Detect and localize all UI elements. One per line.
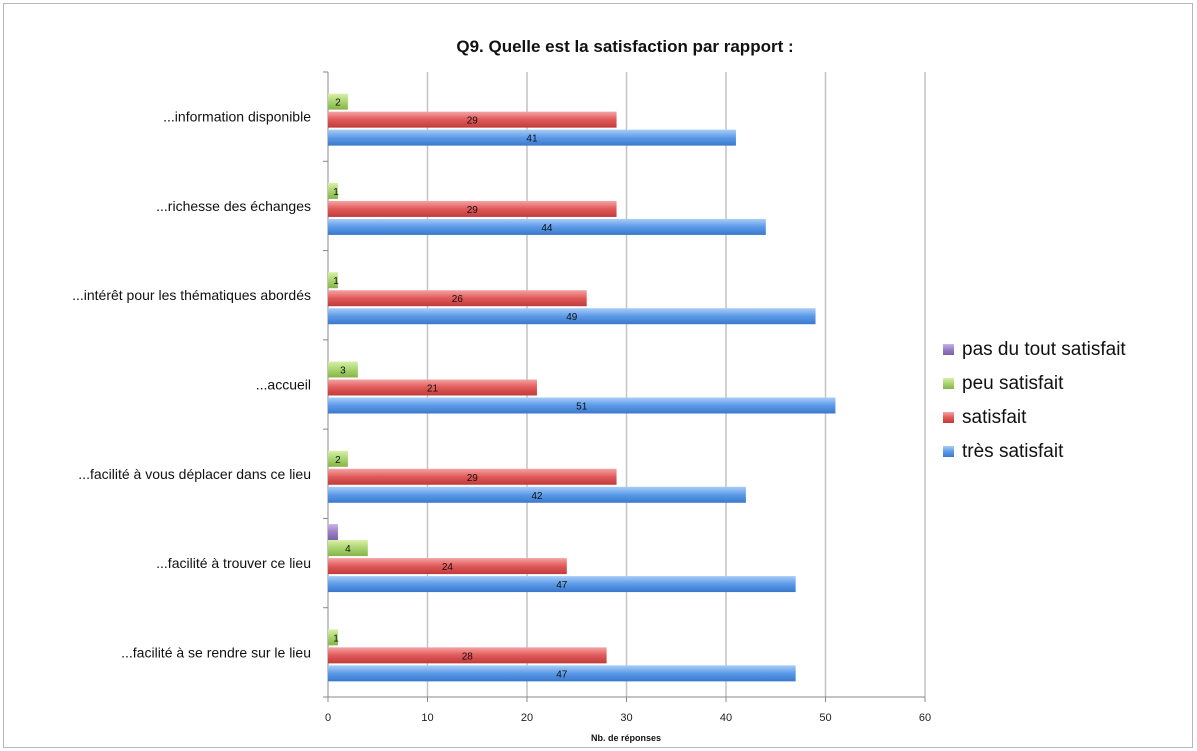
data-label: 47 xyxy=(556,580,568,591)
bar xyxy=(328,200,617,217)
category-label: ...accueil xyxy=(256,377,311,393)
x-axis-label: Nb. de réponses xyxy=(591,733,661,743)
legend-label: pas du tout satisfait xyxy=(962,339,1126,360)
data-label: 2 xyxy=(335,98,341,109)
legend: pas du tout satisfait peu satisfait satisf… xyxy=(943,339,1126,462)
data-label: 49 xyxy=(566,312,578,323)
data-label: 1 xyxy=(333,633,339,644)
data-label: 4 xyxy=(345,544,351,555)
data-label: 29 xyxy=(467,205,479,216)
legend-label: satisfait xyxy=(962,407,1027,428)
bar xyxy=(328,182,338,199)
x-tick-label: 40 xyxy=(720,712,732,724)
category-label: ...richesse des échanges xyxy=(156,198,311,214)
category-label: ...facilité à se rendre sur le lieu xyxy=(121,644,311,660)
bar xyxy=(328,218,766,235)
x-tick-label: 10 xyxy=(421,712,433,724)
bar xyxy=(328,647,607,664)
x-tick-label: 20 xyxy=(521,712,533,724)
legend-swatch xyxy=(943,412,954,423)
data-label: 29 xyxy=(467,473,479,484)
data-label: 26 xyxy=(452,294,464,305)
tick-labels: 0 10 20 30 40 50 60 xyxy=(325,712,931,724)
bar xyxy=(328,93,348,110)
legend-swatch xyxy=(943,344,954,355)
data-label: 41 xyxy=(526,134,538,145)
data-label: 1 xyxy=(333,276,339,287)
category-label: ...information disponible xyxy=(163,109,311,125)
bar xyxy=(328,486,746,503)
data-label: 44 xyxy=(541,223,553,234)
data-label: 2 xyxy=(335,455,341,466)
data-label: 28 xyxy=(462,651,474,662)
x-tick-label: 60 xyxy=(919,712,931,724)
x-tick-label: 0 xyxy=(325,712,331,724)
bar xyxy=(328,540,368,557)
data-label: 1 xyxy=(333,187,339,198)
bar xyxy=(328,397,836,414)
bar xyxy=(328,558,567,575)
bar xyxy=(328,629,338,646)
legend-label: peu satisfait xyxy=(962,373,1064,394)
bar xyxy=(328,665,796,682)
data-label: 42 xyxy=(531,491,543,502)
category-label: ...facilité à vous déplacer dans ce lieu xyxy=(78,466,311,482)
bar xyxy=(328,450,348,467)
bars xyxy=(328,93,836,682)
data-labels: 2 29 41 1 29 44 1 26 49 3 21 51 2 29 42 4 24 47 1 28 47 xyxy=(333,98,588,681)
category-label: ...facilité à trouver ce lieu xyxy=(156,555,311,571)
bar xyxy=(328,361,358,378)
legend-swatch xyxy=(943,378,954,389)
data-label: 21 xyxy=(427,384,439,395)
x-tick-label: 50 xyxy=(819,712,831,724)
bar xyxy=(328,524,338,541)
bar xyxy=(328,468,617,485)
data-label: 29 xyxy=(467,116,479,127)
category-labels: ...information disponible ...richesse des… xyxy=(72,109,311,661)
data-label: 51 xyxy=(576,402,588,413)
data-label: 24 xyxy=(442,562,454,573)
gridlines xyxy=(426,72,926,697)
legend-swatch xyxy=(943,446,954,457)
bar xyxy=(328,129,736,146)
data-label: 3 xyxy=(340,366,346,377)
data-label: 47 xyxy=(556,669,568,680)
bar xyxy=(328,290,587,307)
legend-label: très satisfait xyxy=(962,441,1064,462)
chart-title: Q9. Quelle est la satisfaction par rappo… xyxy=(456,37,793,56)
bar xyxy=(328,272,338,289)
x-tick-label: 30 xyxy=(620,712,632,724)
bar xyxy=(328,111,617,128)
bar xyxy=(328,308,816,325)
category-label: ...intérêt pour les thématiques abordés xyxy=(72,287,311,303)
bar xyxy=(328,379,537,396)
bar xyxy=(328,576,796,593)
